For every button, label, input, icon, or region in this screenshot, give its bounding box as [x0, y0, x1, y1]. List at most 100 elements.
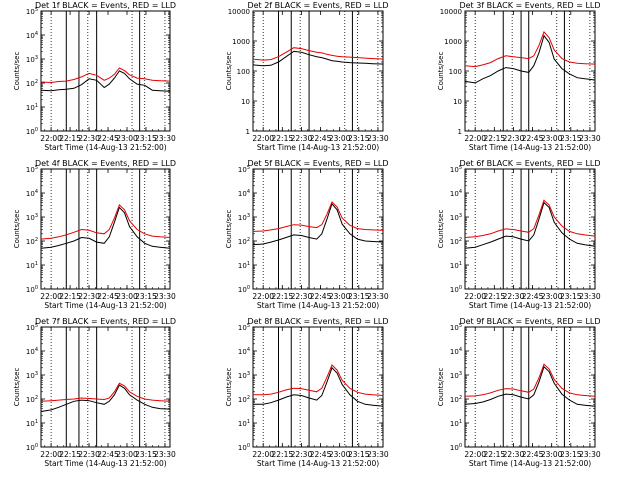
x-tick-label: 22:30	[503, 450, 525, 459]
y-axis-label: Counts/sec	[437, 368, 445, 407]
y-axis-label: Counts/sec	[13, 210, 21, 249]
x-tick-label: 22:00	[464, 134, 486, 143]
x-tick-label: 22:30	[503, 292, 525, 301]
series-lld-line	[40, 382, 171, 402]
x-tick-label: 22:30	[291, 292, 313, 301]
y-tick-label: 103	[26, 371, 38, 380]
x-tick-label: 23:30	[579, 450, 601, 459]
x-tick-label: 22:15	[272, 134, 294, 143]
x-tick-label: 23:30	[579, 134, 601, 143]
panel-title: Det 1f BLACK = Events, RED = LLD	[35, 1, 176, 10]
y-tick-label: 103	[450, 213, 462, 222]
x-axis-label: Start Time (14-Aug-13 21:52:00)	[469, 459, 591, 468]
x-tick-label: 23:15	[560, 134, 582, 143]
plot-frame	[40, 168, 171, 290]
x-tick-label: 23:15	[560, 292, 582, 301]
x-tick-label: 23:30	[367, 450, 389, 459]
y-axis-label: Counts/sec	[225, 52, 233, 91]
x-tick-label: 22:45	[310, 450, 332, 459]
y-tick-label: 101	[26, 103, 38, 112]
x-tick-label: 22:15	[484, 292, 506, 301]
y-tick-label: 103	[238, 213, 250, 222]
panel-det-5: 10010110210310410522:0022:1522:3022:4523…	[225, 159, 389, 310]
series-events-line	[40, 70, 171, 92]
y-tick-label: 102	[26, 395, 38, 404]
y-tick-label: 103	[450, 371, 462, 380]
y-tick-label: 104	[238, 189, 250, 198]
x-tick-label: 23:15	[135, 292, 157, 301]
panel-title: Det 2f BLACK = Events, RED = LLD	[247, 1, 388, 10]
y-tick-label: 1000	[232, 38, 250, 46]
x-tick-label: 23:15	[348, 450, 370, 459]
x-tick-label: 23:15	[560, 450, 582, 459]
y-tick-label: 102	[450, 395, 462, 404]
y-tick-label: 100	[450, 285, 462, 294]
y-tick-label: 100	[26, 127, 38, 136]
x-tick-label: 23:15	[135, 134, 157, 143]
x-tick-label: 23:30	[154, 292, 176, 301]
x-tick-label: 22:15	[272, 292, 294, 301]
plot-frame	[464, 326, 596, 448]
panel-det-3: 1 10 100 1000 10000 22:0022:1522:3022:4523:00…	[437, 1, 601, 152]
x-tick-label: 22:45	[522, 450, 544, 459]
plot-frame	[40, 326, 171, 448]
panel-title: Det 3f BLACK = Events, RED = LLD	[459, 1, 600, 10]
y-tick-label: 100	[26, 285, 38, 294]
y-tick-label: 100	[238, 285, 250, 294]
y-tick-label: 102	[450, 237, 462, 246]
series-lld-line	[40, 67, 171, 84]
y-axis-label: Counts/sec	[437, 210, 445, 249]
y-tick-label: 105	[450, 165, 462, 174]
y-tick-label: 101	[26, 419, 38, 428]
y-tick-label: 104	[450, 347, 462, 356]
x-tick-label: 23:30	[154, 134, 176, 143]
x-tick-label: 22:00	[40, 450, 62, 459]
y-tick-label: 104	[238, 347, 250, 356]
x-tick-label: 23:00	[329, 450, 351, 459]
x-axis-label: Start Time (14-Aug-13 21:52:00)	[44, 459, 166, 468]
x-tick-label: 22:45	[522, 292, 544, 301]
y-tick-label: 1000	[444, 38, 462, 46]
y-tick-label: 104	[26, 347, 38, 356]
x-tick-label: 22:15	[59, 292, 81, 301]
x-tick-label: 22:15	[272, 450, 294, 459]
plot-frame	[252, 326, 384, 448]
y-tick-label: 102	[26, 79, 38, 88]
x-tick-label: 23:15	[348, 292, 370, 301]
x-tick-label: 22:45	[310, 292, 332, 301]
panel-det-6: 10010110210310410522:0022:1522:3022:4523…	[437, 159, 601, 310]
x-tick-label: 23:00	[541, 134, 563, 143]
x-tick-label: 23:15	[135, 450, 157, 459]
x-tick-label: 23:30	[367, 292, 389, 301]
y-tick-label: 102	[238, 237, 250, 246]
x-tick-label: 22:00	[252, 134, 274, 143]
y-tick-label: 101	[450, 261, 462, 270]
x-tick-label: 22:45	[97, 134, 119, 143]
y-tick-label: 103	[26, 213, 38, 222]
x-tick-label: 23:00	[116, 292, 138, 301]
x-tick-label: 22:15	[59, 134, 81, 143]
series-events-line	[253, 366, 384, 407]
panel-title: Det 6f BLACK = Events, RED = LLD	[459, 159, 600, 168]
x-axis-label: Start Time (14-Aug-13 21:52:00)	[44, 301, 166, 310]
plot-frame	[464, 168, 596, 290]
series-lld-line	[252, 201, 384, 232]
y-axis-label: Counts/sec	[13, 52, 21, 91]
y-tick-label: 100	[450, 443, 462, 452]
x-axis-label: Start Time (14-Aug-13 21:52:00)	[469, 301, 591, 310]
y-tick-label: 10	[453, 98, 462, 106]
x-tick-label: 22:00	[40, 134, 62, 143]
x-tick-label: 22:30	[78, 450, 100, 459]
x-tick-label: 22:45	[310, 134, 332, 143]
y-tick-label: 100	[238, 443, 250, 452]
series-events-line	[252, 50, 384, 67]
y-tick-label: 1	[246, 128, 250, 136]
x-tick-label: 22:00	[252, 292, 274, 301]
panel-det-7: 10010110210310410522:0022:1522:3022:4523…	[13, 317, 176, 468]
y-tick-label: 10000	[228, 8, 250, 16]
y-tick-label: 101	[238, 419, 250, 428]
panel-title: Det 9f BLACK = Events, RED = LLD	[459, 317, 600, 326]
y-axis-label: Counts/sec	[225, 210, 233, 249]
series-lld-line	[464, 199, 596, 238]
